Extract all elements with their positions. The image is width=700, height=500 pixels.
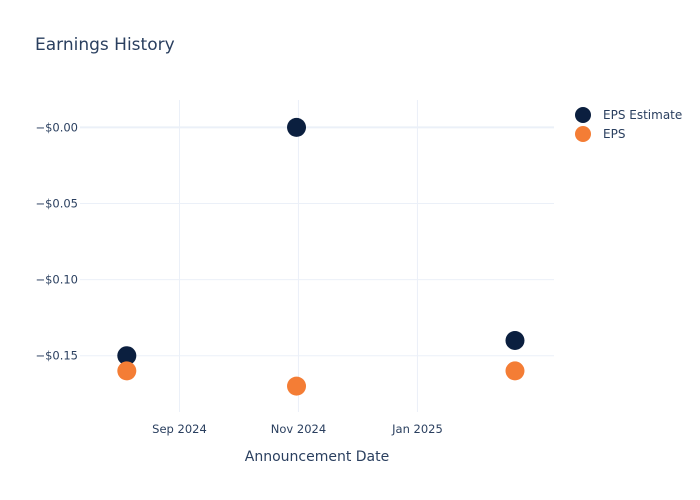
legend-marker — [575, 107, 591, 123]
eps-estimate-point[interactable] — [287, 117, 307, 137]
data-points — [117, 117, 525, 396]
eps-point[interactable] — [117, 361, 137, 381]
y-tick-label: −$0.05 — [35, 196, 78, 210]
grid — [80, 100, 554, 412]
x-axis-ticks: Sep 2024 Nov 2024 Jan 2025 — [152, 422, 443, 436]
y-tick-label: −$0.15 — [35, 349, 78, 363]
legend-item-eps[interactable]: EPS — [575, 126, 625, 142]
x-tick-label: Nov 2024 — [271, 422, 326, 436]
legend-label: EPS Estimate — [603, 108, 682, 122]
y-tick-label: −$0.00 — [35, 120, 78, 134]
eps-point[interactable] — [505, 361, 525, 381]
legend-item-eps-estimate[interactable]: EPS Estimate — [575, 107, 682, 123]
legend[interactable]: EPS Estimate EPS — [575, 107, 682, 142]
legend-label: EPS — [603, 127, 625, 141]
chart-title: Earnings History — [35, 35, 175, 55]
x-axis-title: Announcement Date — [245, 449, 389, 465]
eps-estimate-point[interactable] — [505, 330, 525, 350]
legend-marker — [575, 126, 591, 142]
y-axis-ticks: −$0.00 −$0.05 −$0.10 −$0.15 — [35, 120, 78, 362]
eps-estimate-point[interactable] — [117, 346, 137, 366]
y-tick-label: −$0.10 — [35, 273, 78, 287]
eps-point[interactable] — [287, 376, 307, 396]
x-tick-label: Jan 2025 — [391, 422, 443, 436]
x-tick-label: Sep 2024 — [152, 422, 207, 436]
